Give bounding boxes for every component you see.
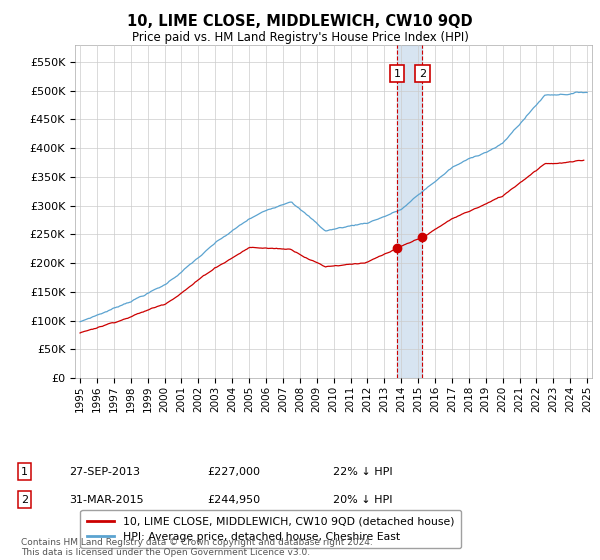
Text: 20% ↓ HPI: 20% ↓ HPI	[333, 494, 392, 505]
Text: Contains HM Land Registry data © Crown copyright and database right 2024.
This d: Contains HM Land Registry data © Crown c…	[21, 538, 373, 557]
Text: 1: 1	[21, 466, 28, 477]
Text: 10, LIME CLOSE, MIDDLEWICH, CW10 9QD: 10, LIME CLOSE, MIDDLEWICH, CW10 9QD	[127, 14, 473, 29]
Text: 2: 2	[21, 494, 28, 505]
Text: £227,000: £227,000	[207, 466, 260, 477]
Text: £244,950: £244,950	[207, 494, 260, 505]
Text: 1: 1	[394, 68, 400, 78]
Text: Price paid vs. HM Land Registry's House Price Index (HPI): Price paid vs. HM Land Registry's House …	[131, 31, 469, 44]
Bar	[397, 45, 422, 378]
Legend: 10, LIME CLOSE, MIDDLEWICH, CW10 9QD (detached house), HPI: Average price, detac: 10, LIME CLOSE, MIDDLEWICH, CW10 9QD (de…	[80, 510, 461, 548]
Text: 27-SEP-2013: 27-SEP-2013	[69, 466, 140, 477]
Text: 31-MAR-2015: 31-MAR-2015	[69, 494, 143, 505]
Text: 22% ↓ HPI: 22% ↓ HPI	[333, 466, 392, 477]
Text: 2: 2	[419, 68, 426, 78]
